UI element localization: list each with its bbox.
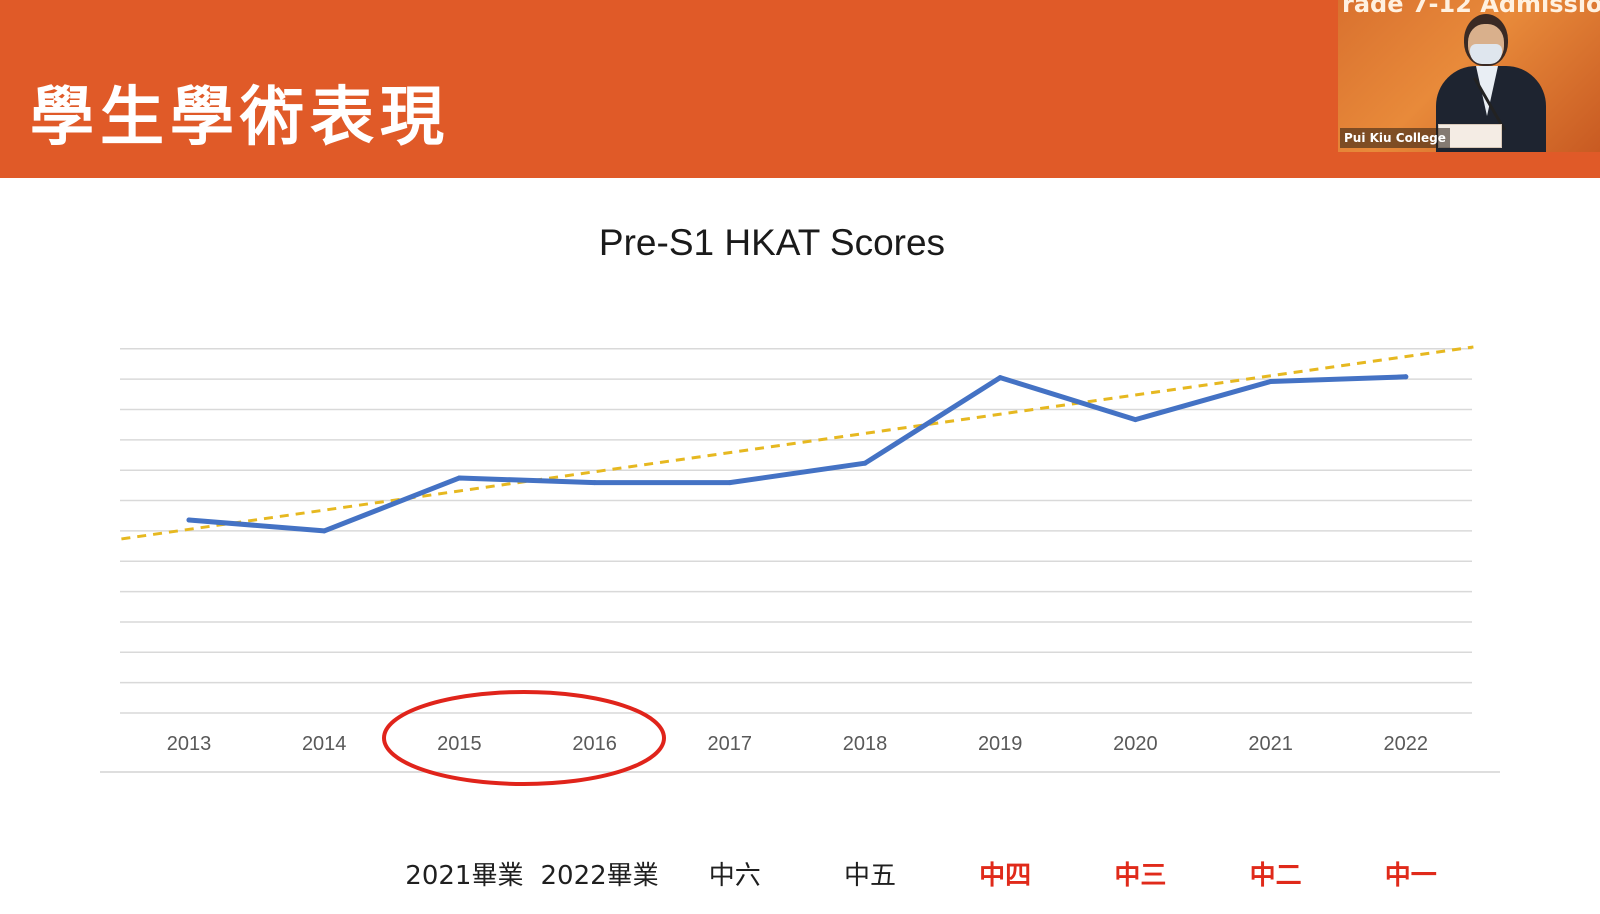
x-tick-label-2015: 2015 [437, 733, 482, 755]
x-tick-label-2021: 2021 [1248, 733, 1293, 755]
x-tick-label-2017: 2017 [708, 733, 753, 755]
grade-label-2: 中六 [708, 861, 761, 891]
grade-label-1: 2022畢業 [540, 861, 659, 891]
data-point-2017 [727, 480, 733, 486]
x-tick-label-2016: 2016 [572, 733, 617, 755]
data-point-2019 [997, 375, 1003, 381]
header-banner: 學生學術表現 [0, 0, 1600, 178]
x-tick-label-2018: 2018 [843, 733, 888, 755]
x-tick-label-2013: 2013 [167, 733, 212, 755]
data-point-2020 [1132, 417, 1138, 423]
grade-label-5: 中三 [1114, 861, 1167, 891]
grade-label-7: 中一 [1384, 861, 1437, 891]
data-point-2016 [592, 480, 598, 486]
x-tick-label-2019: 2019 [978, 733, 1023, 755]
data-point-2018 [862, 460, 868, 466]
trendline [121, 345, 1474, 541]
annotation-circle [382, 690, 666, 786]
grade-label-4: 中四 [979, 861, 1032, 891]
video-caption-label: Pui Kiu College [1340, 128, 1450, 148]
series-line-0 [186, 374, 1409, 534]
data-point-2013 [186, 517, 192, 523]
slide-title: 學生學術表現 [30, 80, 450, 155]
x-tick-label-2020: 2020 [1113, 733, 1158, 755]
speaker-video-overlay: rade 7-12 Admission Pui Kiu College [1338, 0, 1600, 152]
speaker-mask [1470, 44, 1502, 64]
grade-label-0: 2021畢業 [405, 861, 524, 891]
grade-label-3: 中五 [843, 861, 897, 891]
chart-title: Pre-S1 HKAT Scores [598, 222, 946, 263]
grade-label-6: 中二 [1249, 861, 1302, 891]
data-point-2022 [1403, 374, 1409, 380]
x-tick-label-2022: 2022 [1384, 733, 1429, 755]
data-point-2021 [1268, 378, 1274, 384]
x-tick-label-2014: 2014 [302, 733, 347, 755]
video-backdrop-text: rade 7-12 Admission [1342, 0, 1600, 18]
data-point-2015 [456, 475, 462, 481]
data-point-2014 [321, 528, 327, 534]
